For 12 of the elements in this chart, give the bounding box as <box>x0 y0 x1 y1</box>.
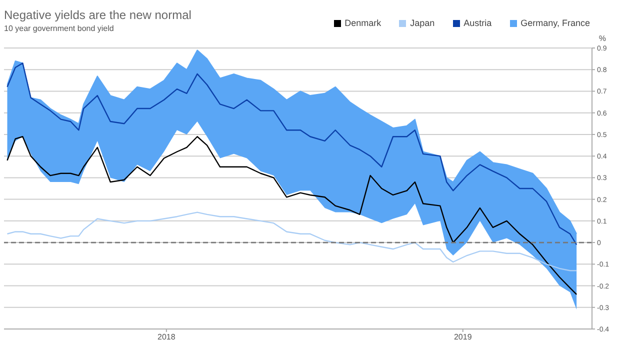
legend-label: Denmark <box>344 18 382 28</box>
legend-label: Austria <box>464 18 492 28</box>
line-series <box>6 62 578 246</box>
line-series <box>6 136 578 296</box>
legend-label: Japan <box>410 18 435 28</box>
chart-title: Negative yields are the new normal <box>4 8 192 22</box>
x-tick-label: 2018 <box>158 332 176 342</box>
y-axis-title: % <box>598 34 606 43</box>
legend-label: Germany, France <box>520 18 590 28</box>
chart-subtitle: 10 year government bond yield <box>4 24 114 33</box>
line-series <box>6 212 578 272</box>
x-tick-label: 2019 <box>454 332 472 342</box>
